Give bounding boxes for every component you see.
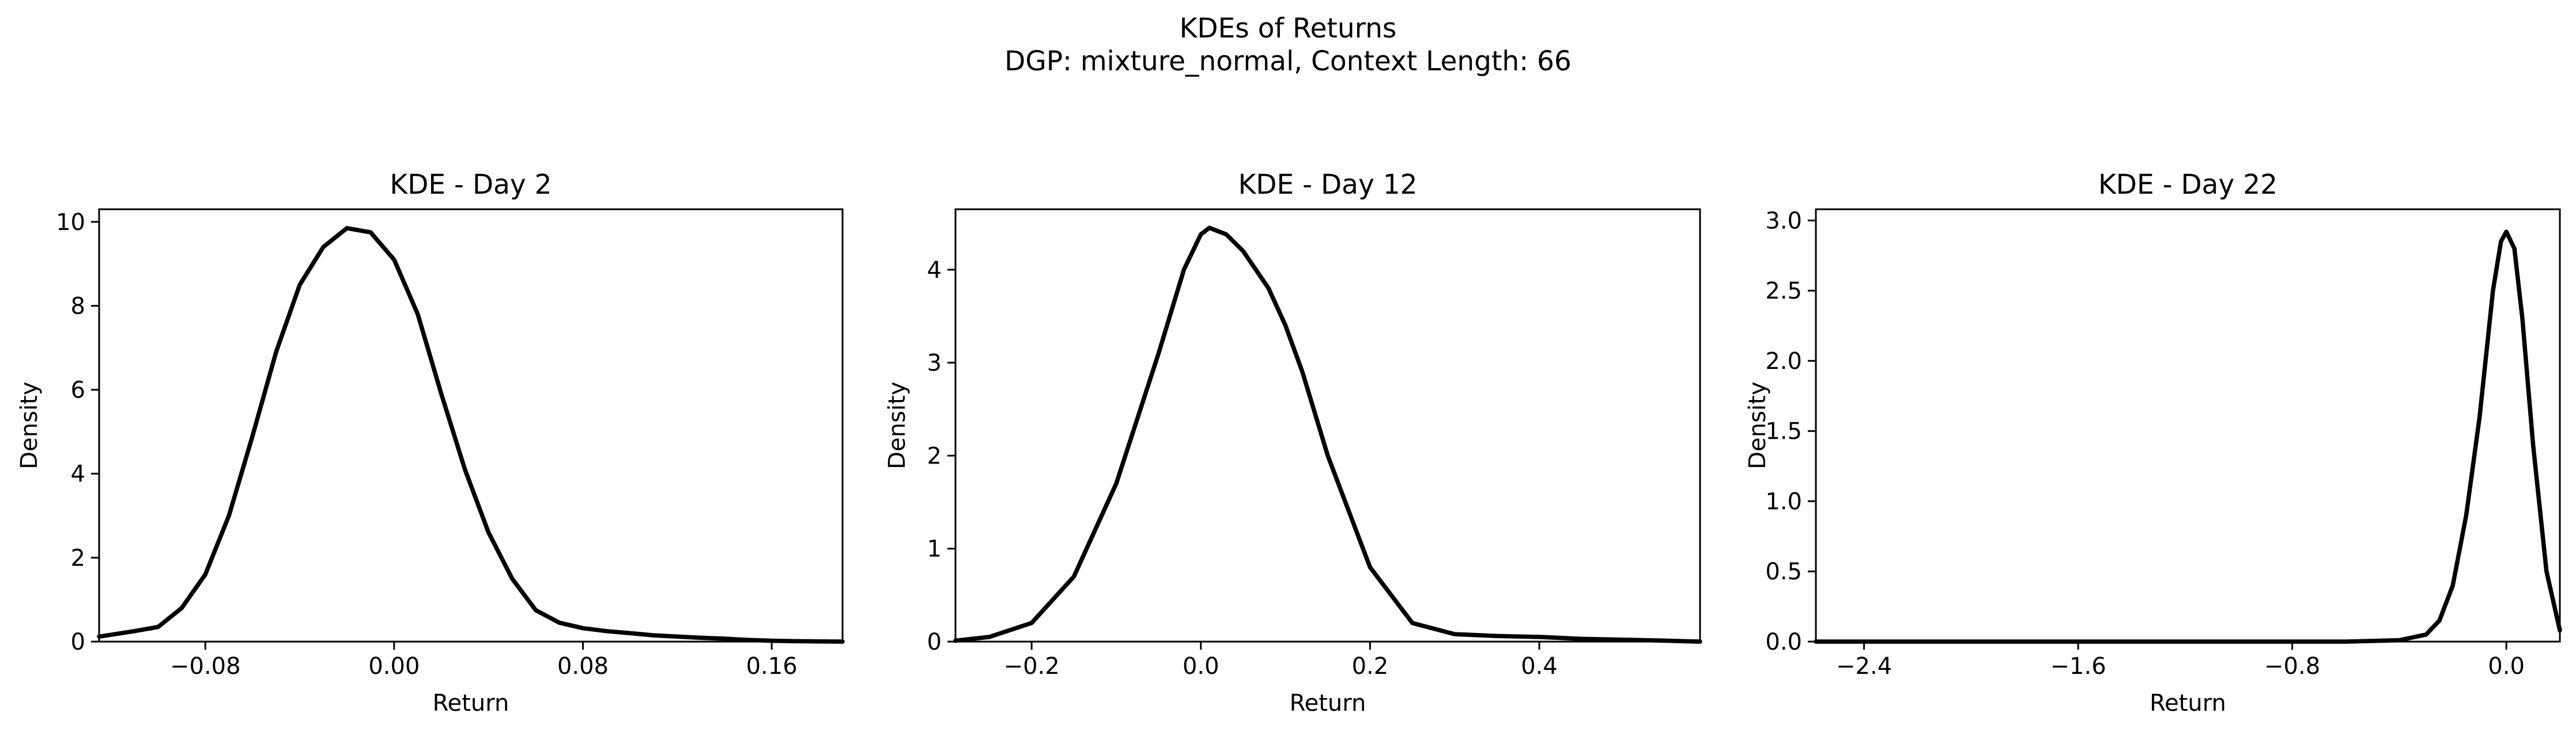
y-axis-label: Density — [16, 382, 43, 469]
y-tick-label: 1 — [927, 536, 942, 563]
x-axis-label: Return — [2150, 690, 2226, 717]
y-tick-label: 2 — [927, 443, 942, 469]
x-axis-label: Return — [1290, 690, 1366, 717]
y-tick-label: 1.0 — [1765, 488, 1802, 515]
x-tick-label: 0.4 — [1521, 653, 1558, 680]
x-tick-label: 0.0 — [1183, 653, 1219, 680]
plot-frame — [954, 208, 1701, 643]
x-tick-label: 0.16 — [746, 653, 798, 680]
x-tick-label: 0.0 — [2488, 653, 2525, 680]
panel-title: KDE - Day 22 — [2098, 169, 2277, 201]
kde-curve — [953, 225, 1702, 644]
x-tick-label: −0.2 — [1004, 653, 1060, 680]
y-tick-label: 8 — [71, 293, 85, 319]
kde-curve — [97, 226, 845, 644]
x-tick-label: 0.00 — [368, 653, 420, 680]
x-tick-label: 0.08 — [557, 653, 609, 680]
plot-frame — [1815, 208, 2561, 643]
panel-title: KDE - Day 12 — [1238, 169, 1417, 201]
panel-title: KDE - Day 2 — [390, 169, 552, 201]
y-tick-label: 3 — [927, 350, 942, 376]
y-tick-label: 6 — [71, 377, 85, 404]
x-tick-label: 0.2 — [1352, 653, 1389, 680]
y-tick-label: 4 — [927, 257, 942, 284]
y-tick-label: 0 — [71, 629, 85, 655]
y-tick-label: 0.5 — [1765, 559, 1802, 585]
x-tick-label: −0.08 — [170, 653, 241, 680]
kde-day-2-panel: −0.08 0.00 0.08 0.16 0 2 4 6 8 10 KDE - Day 2 Retur… — [16, 169, 845, 717]
y-tick-label: 2.0 — [1765, 348, 1802, 375]
figure-subtitle: DGP: mixture_normal, Context Length: 66 — [1004, 46, 1572, 77]
y-axis-label: Density — [1744, 382, 1771, 469]
y-tick-label: 0.0 — [1765, 629, 1802, 655]
kde-day-12-panel: −0.2 0.0 0.2 0.4 0 1 2 3 4 KDE - Day 12 Return Dens… — [884, 169, 1702, 717]
y-tick-label: 2 — [71, 545, 85, 571]
y-tick-label: 3.0 — [1765, 208, 1802, 234]
y-tick-label: 4 — [71, 461, 85, 488]
y-tick-label: 10 — [56, 209, 85, 236]
y-axis-label: Density — [884, 382, 911, 469]
y-tick-label: 1.5 — [1765, 419, 1802, 445]
x-tick-label: −1.6 — [2050, 653, 2106, 680]
x-tick-label: −0.8 — [2264, 653, 2320, 680]
kde-curve — [1814, 229, 2562, 644]
y-tick-label: 0 — [927, 629, 942, 655]
x-axis-label: Return — [433, 690, 509, 717]
plot-frame — [98, 208, 844, 643]
x-tick-label: −2.4 — [1836, 653, 1892, 680]
figure-title: KDEs of Returns — [1180, 13, 1397, 44]
kde-day-22-panel: −2.4 −1.6 −0.8 0.0 0.0 0.5 1.0 1.5 2.0 2.5 3.0 KDE … — [1744, 169, 2562, 717]
y-tick-label: 2.5 — [1765, 278, 1802, 304]
